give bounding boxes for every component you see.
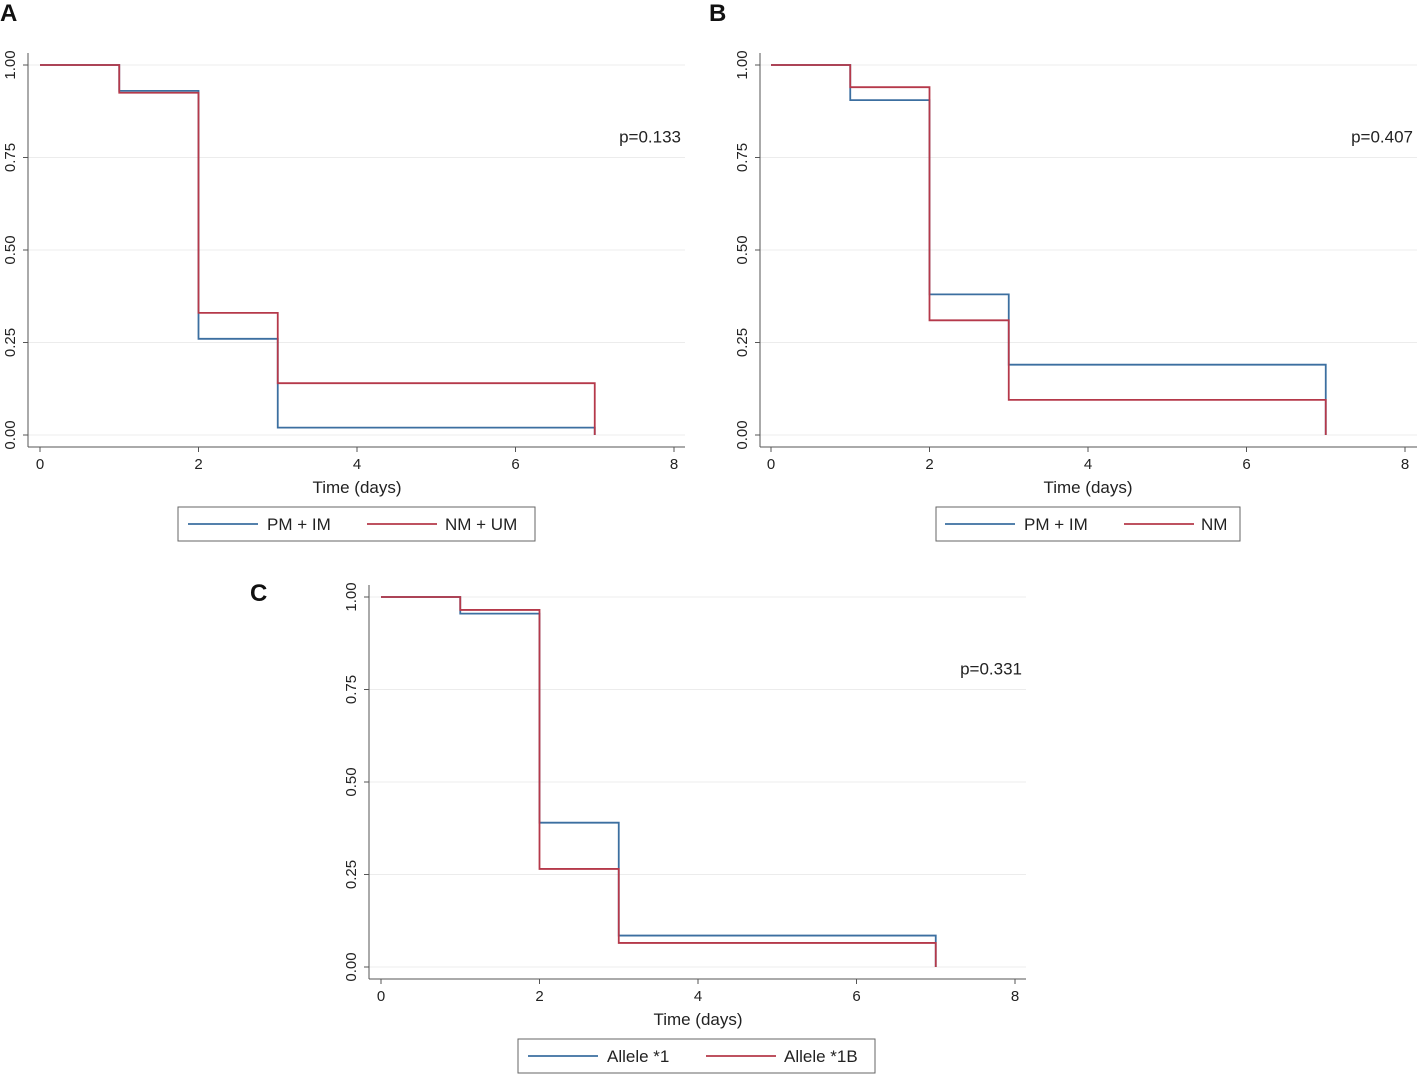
y-tick-label: 0.75: [343, 675, 360, 704]
x-tick-label: 2: [535, 988, 543, 1005]
x-tick-label: 6: [852, 988, 860, 1005]
x-axis-title: Time (days): [1043, 478, 1132, 497]
y-tick-label: 0.50: [343, 767, 360, 796]
chart-panel-2: 0.00 0.25 0.50 0.75 1.00 0 2 4 6 8 Time (days) p=0.…: [734, 50, 1417, 542]
p-value-annotation: p=0.331: [960, 660, 1022, 679]
chart-panel-1: 0.00 0.25 0.50 0.75 1.00 0 2 4 6 8 Time (days) p=0.…: [2, 50, 685, 542]
legend-label: NM: [1201, 515, 1227, 534]
y-tick-label: 1.00: [2, 50, 19, 79]
x-tick-label: 8: [1401, 456, 1409, 473]
y-tick-label: 0.00: [734, 420, 751, 449]
x-tick-label: 0: [767, 456, 775, 473]
x-axis-title: Time (days): [653, 1010, 742, 1029]
x-tick-label: 0: [377, 988, 385, 1005]
y-tick-label: 0.00: [2, 420, 19, 449]
y-tick-label: 0.50: [734, 235, 751, 264]
legend-label: Allele *1B: [784, 1047, 858, 1066]
y-tick-label: 0.25: [343, 860, 360, 889]
x-tick-label: 6: [511, 456, 519, 473]
x-tick-label: 2: [194, 456, 202, 473]
x-tick-label: 0: [36, 456, 44, 473]
p-value-annotation: p=0.407: [1351, 128, 1413, 147]
survival-curve-nm: [771, 64, 1327, 435]
y-tick-label: 0.75: [734, 143, 751, 172]
legend-label: PM + IM: [1024, 515, 1088, 534]
legend-label: Allele *1: [607, 1047, 669, 1066]
x-tick-label: 8: [1011, 988, 1019, 1005]
y-tick-label: 1.00: [343, 582, 360, 611]
legend-label: PM + IM: [267, 515, 331, 534]
y-tick-label: 0.25: [2, 328, 19, 357]
y-tick-label: 0.00: [343, 952, 360, 981]
y-tick-label: 0.75: [2, 143, 19, 172]
x-tick-label: 4: [353, 456, 361, 473]
panel-label-b: B: [709, 0, 727, 27]
y-tick-label: 1.00: [734, 50, 751, 79]
x-tick-label: 4: [1084, 456, 1092, 473]
x-tick-label: 2: [925, 456, 933, 473]
x-tick-label: 6: [1242, 456, 1250, 473]
panel-label-c: C: [250, 580, 268, 607]
x-axis-title: Time (days): [312, 478, 401, 497]
survival-curve-nm-um: [40, 64, 596, 435]
chart-panel-3: 0.00 0.25 0.50 0.75 1.00 0 2 4 6 8 Time (days) p=0.…: [343, 582, 1026, 1074]
p-value-annotation: p=0.133: [619, 128, 681, 147]
x-tick-label: 8: [670, 456, 678, 473]
y-tick-label: 0.25: [734, 328, 751, 357]
survival-curve-allele-1b: [381, 596, 937, 967]
x-tick-label: 4: [694, 988, 702, 1005]
panel-label-a: A: [0, 0, 18, 27]
legend-label: NM + UM: [445, 515, 517, 534]
y-tick-label: 0.50: [2, 235, 19, 264]
